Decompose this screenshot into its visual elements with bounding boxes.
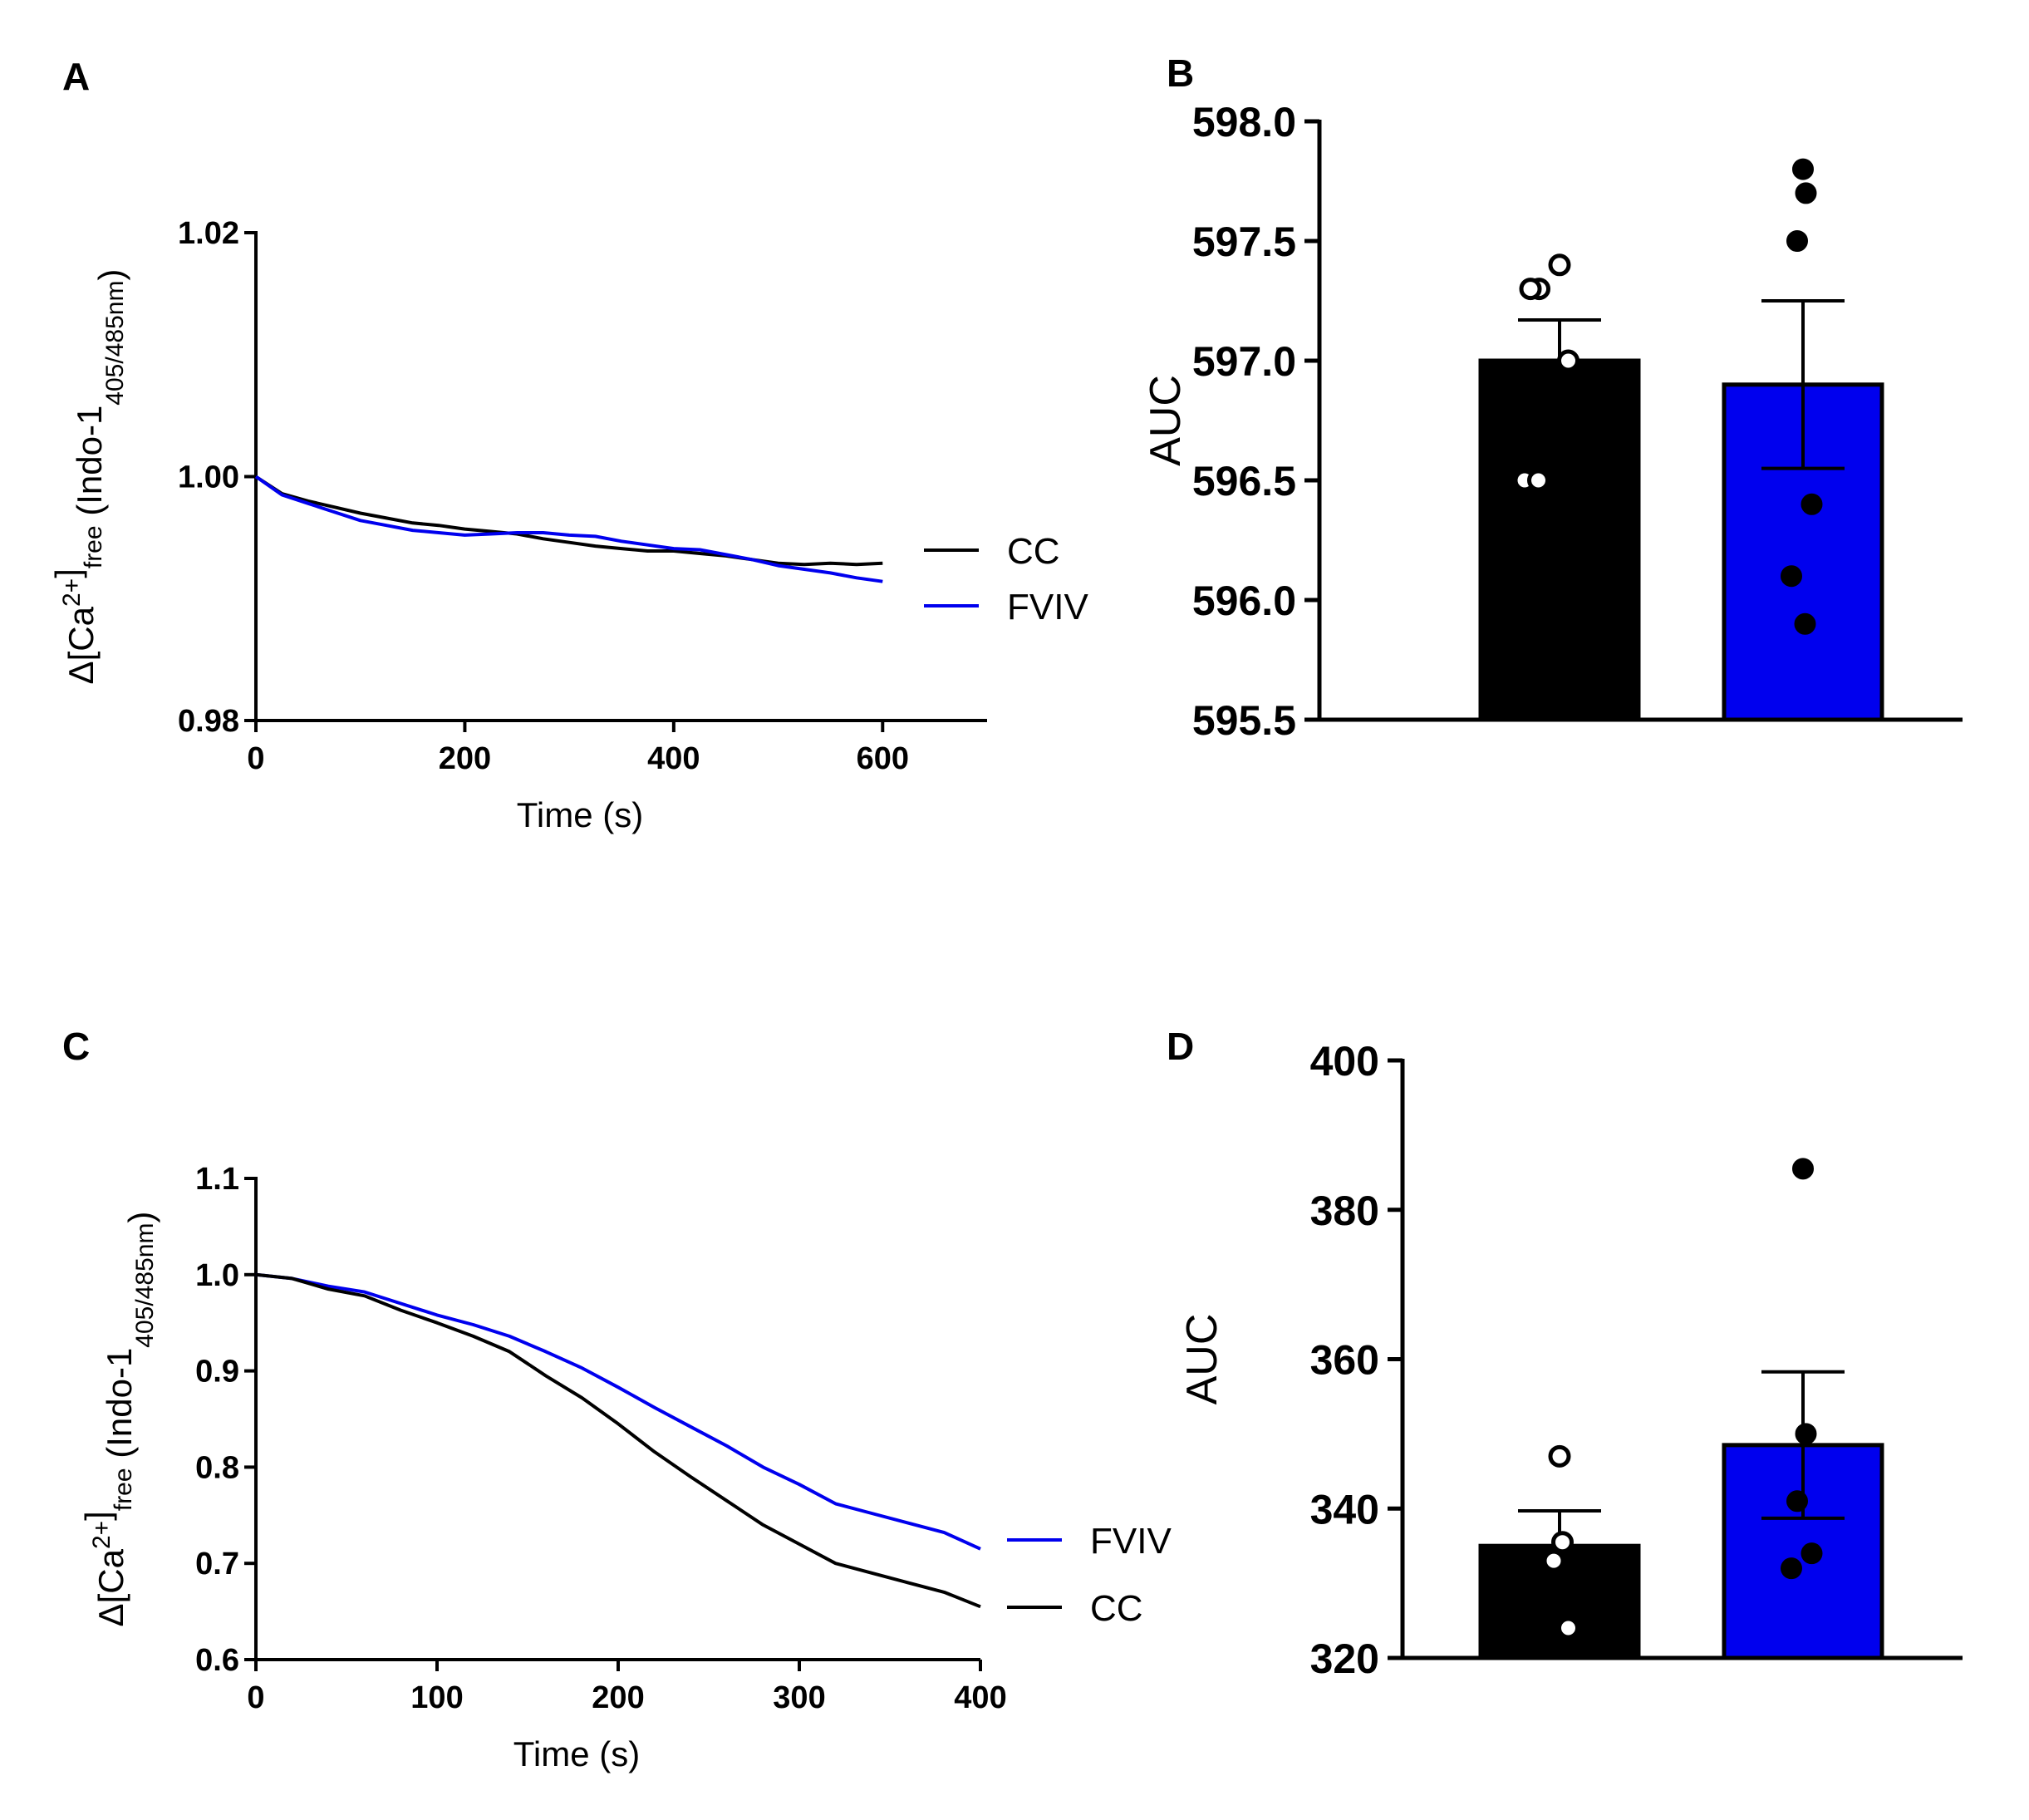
x-axis-title: Time (s) <box>517 795 643 834</box>
y-tick-label: 1.00 <box>178 460 239 495</box>
data-point <box>1801 1542 1823 1565</box>
panel-c-legend: FVIV CC <box>1007 1521 1172 1629</box>
x-tick-label: 600 <box>857 741 909 776</box>
data-point <box>1795 1423 1817 1445</box>
panel-a-legend: CC FVIV <box>924 531 1088 627</box>
y-tick-label: 0.9 <box>195 1355 239 1390</box>
y-axis-title-part: free <box>110 1468 137 1511</box>
legend-label-cc: CC <box>1090 1588 1143 1629</box>
y-tick-label: 0.8 <box>195 1450 239 1485</box>
legend-label-cc: CC <box>1007 531 1060 572</box>
y-axis-title: Δ[Ca2+]free (Indo-1405/485nm) <box>48 269 130 685</box>
y-tick-label: 0.98 <box>178 704 239 739</box>
legend-label-fviv: FVIV <box>1090 1521 1172 1562</box>
y-axis-title-part: ) <box>91 269 130 281</box>
data-point <box>1557 1616 1579 1640</box>
panel-label-b: B <box>1167 52 1194 95</box>
data-point <box>1781 565 1802 588</box>
y-axis-title-part: Δ[Ca <box>91 1548 130 1626</box>
panel-a: A 0.98 1.00 1.02 0 200 400 600 Time (s) Δ[Ca2+]f… <box>48 55 1088 834</box>
x-tick-label: 0 <box>247 1680 264 1715</box>
y-axis-title-part: ] <box>78 1511 117 1521</box>
y-tick-label: 596.0 <box>1192 578 1296 624</box>
data-point <box>1548 253 1571 277</box>
y-tick-label: 0.6 <box>195 1643 239 1678</box>
y-axis-title-part: 2+ <box>58 578 86 607</box>
series-line-cc <box>254 475 883 567</box>
y-tick-label: 0.7 <box>195 1547 239 1581</box>
data-point <box>1795 182 1817 204</box>
y-axis-title-part: free <box>80 525 107 568</box>
panel-a-plot: 0.98 1.00 1.02 0 200 400 600 Time (s) Δ[Ca2+]fre… <box>48 216 987 834</box>
series-line-fviv <box>255 1272 981 1551</box>
y-tick-label: 598.0 <box>1192 99 1296 145</box>
bar-cc <box>1478 358 1641 722</box>
y-tick-label: 597.0 <box>1192 338 1296 385</box>
panel-c: C 0.6 0.7 0.8 0.9 1.0 1.1 0 100 200 300 400 Time (s… <box>62 1025 1172 1773</box>
panel-label-a: A <box>62 55 90 98</box>
data-point <box>1792 1158 1814 1180</box>
y-tick-label: 1.02 <box>178 216 239 251</box>
y-axis-title-part: 405/485nm <box>131 1223 159 1348</box>
y-tick-label: 320 <box>1310 1636 1379 1682</box>
data-point <box>1801 493 1823 515</box>
y-tick-label: 1.0 <box>195 1258 239 1293</box>
panel-d-plot: 320 340 360 380 400 AUC <box>1178 1038 1963 1682</box>
series-line-cc <box>255 1272 981 1609</box>
data-point <box>1551 1531 1574 1554</box>
data-point <box>1527 469 1550 492</box>
data-point <box>1794 612 1816 635</box>
y-axis-title-part: 2+ <box>88 1521 115 1549</box>
panel-label-c: C <box>62 1025 90 1068</box>
x-tick-label: 400 <box>954 1680 1006 1715</box>
x-tick-label: 0 <box>247 741 264 776</box>
x-tick-label: 400 <box>647 741 700 776</box>
y-tick-label: 400 <box>1310 1038 1379 1085</box>
y-tick-label: 595.5 <box>1192 697 1296 744</box>
y-tick-label: 340 <box>1310 1486 1379 1532</box>
y-tick-label: 380 <box>1310 1188 1379 1234</box>
panel-c-plot: 0.6 0.7 0.8 0.9 1.0 1.1 0 100 200 300 400 Time (s) Δ… <box>78 1162 1007 1773</box>
data-point <box>1542 1549 1565 1572</box>
panel-b-plot: 595.5 596.0 596.5 597.0 597.5 598.0 AUC <box>1142 99 1963 744</box>
y-axis-title-part: (Indo-1 <box>70 406 109 526</box>
y-axis-title-part: 405/485nm <box>101 281 129 406</box>
panel-label-d: D <box>1167 1025 1194 1068</box>
data-point <box>1548 1444 1571 1468</box>
y-axis-title-part: ] <box>48 568 87 578</box>
y-axis-title: AUC <box>1142 375 1190 466</box>
y-axis-title: AUC <box>1178 1314 1226 1405</box>
panel-b: B 595.5 596.0 596.5 597.0 597.5 598.0 AUC <box>1142 52 1963 744</box>
x-tick-label: 200 <box>592 1680 644 1715</box>
x-tick-label: 100 <box>410 1680 463 1715</box>
legend-label-fviv: FVIV <box>1007 587 1088 627</box>
y-axis-title: Δ[Ca2+]free (Indo-1405/485nm) <box>78 1212 160 1627</box>
panel-d: D 320 340 360 380 400 AUC <box>1167 1025 1963 1682</box>
data-point <box>1786 230 1808 252</box>
y-tick-label: 1.1 <box>195 1162 239 1197</box>
data-point <box>1781 1557 1802 1580</box>
data-point <box>1519 278 1542 301</box>
y-tick-label: 360 <box>1310 1337 1379 1384</box>
y-axis-title-part: Δ[Ca <box>61 606 101 684</box>
data-point <box>1792 158 1814 180</box>
y-axis-title-part: ) <box>121 1212 160 1223</box>
data-point <box>1786 1490 1808 1513</box>
y-tick-label: 596.5 <box>1192 458 1296 504</box>
x-tick-label: 200 <box>439 741 491 776</box>
y-tick-label: 597.5 <box>1192 219 1296 265</box>
x-axis-title: Time (s) <box>513 1734 640 1773</box>
y-axis-title-part: (Indo-1 <box>100 1348 139 1468</box>
data-point <box>1557 349 1579 372</box>
x-tick-label: 300 <box>773 1680 825 1715</box>
series-line-fviv <box>254 475 883 583</box>
